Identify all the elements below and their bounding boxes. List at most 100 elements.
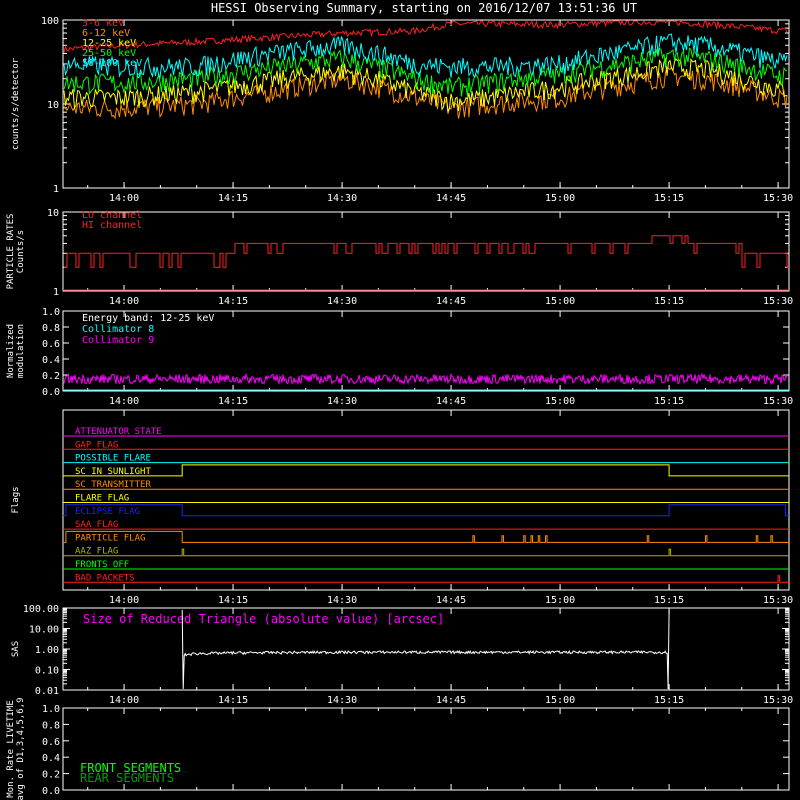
y-tick-label: 0.2 (42, 371, 60, 382)
flag-row: GAP FLAG (63, 440, 789, 450)
x-tick-label: 14:30 (327, 296, 357, 307)
flag-label: AAZ FLAG (75, 547, 118, 557)
panel-livetime: 0.0 0.2 0.4 0.6 0.8 1.0 Mon. Rate LIVETIME avg … (6, 698, 790, 800)
flag-label: BAD PACKETS (75, 573, 135, 583)
y-axis-label: avg of D1,3,4,5,6,9 (16, 698, 26, 800)
plot-frame (62, 409, 790, 591)
flag-row: SAA FLAG (63, 520, 789, 530)
x-tick-label: 14:00 (109, 595, 139, 606)
x-tick-label: 15:15 (654, 296, 684, 307)
flag-row: FLARE FLAG (63, 494, 789, 504)
flag-label: GAP FLAG (75, 440, 118, 450)
x-tick-label: 14:00 (109, 396, 139, 407)
y-tick-label: 1 (53, 184, 59, 195)
x-tick-label: 14:45 (436, 296, 466, 307)
x-tick-label: 14:15 (218, 595, 248, 606)
y-axis-label: Flags (11, 486, 21, 513)
flag-label: FRONTS OFF (75, 560, 129, 570)
y-axis-label: Counts/s (16, 230, 26, 273)
x-tick-label: 14:30 (327, 595, 357, 606)
x-tick-label: 14:15 (218, 396, 248, 407)
y-tick-label: 10.00 (29, 625, 59, 636)
series-line-lo-channel (64, 235, 790, 268)
x-tick-label: 14:30 (327, 193, 357, 204)
flag-label: POSSIBLE FLARE (75, 454, 151, 464)
x-tick-label: 14:45 (436, 396, 466, 407)
x-tick-label: 14:15 (218, 695, 248, 706)
annotation: Size of Reduced Triangle (absolute value… (83, 612, 444, 626)
x-tick-label: 15:15 (654, 695, 684, 706)
flag-label: SC TRANSMITTER (75, 480, 151, 490)
x-tick-label: 14:00 (109, 193, 139, 204)
y-tick-label: 0.8 (42, 323, 60, 334)
x-tick-label: 15:15 (654, 193, 684, 204)
flag-trace (63, 530, 789, 543)
x-tick-label: 15:30 (763, 193, 793, 204)
x-tick-label: 15:00 (545, 396, 575, 407)
y-tick-label: 1.0 (42, 704, 60, 715)
legend-entry: 50-100 keV (82, 58, 142, 69)
y-tick-label: 1 (53, 287, 59, 298)
x-tick-label: 15:30 (763, 396, 793, 407)
series-line-25-50-keV (63, 47, 788, 97)
plot-frame (62, 310, 790, 392)
flag-row: SC IN SUNLIGHT (63, 464, 789, 477)
y-tick-label: 0.4 (42, 355, 60, 366)
flag-row: ATTENUATOR STATE (63, 427, 789, 437)
y-tick-label: 1.00 (35, 645, 59, 656)
flag-row: PARTICLE FLAG (63, 530, 789, 543)
series-line-collimator-9 (63, 372, 788, 386)
legend-entry: FRONT SEGMENTS (80, 761, 181, 775)
legend-entry: 12-25 keV (82, 38, 136, 49)
flag-trace (63, 464, 789, 477)
legend-entry: 6-12 keV (82, 28, 130, 39)
x-tick-label: 15:00 (545, 296, 575, 307)
y-axis-label: counts/s/detector (11, 57, 21, 150)
flag-label: PARTICLE FLAG (75, 533, 145, 543)
panel-count-rates: 14:00 14:15 14:30 14:45 15:00 15:15 15:30 count… (11, 16, 793, 204)
series-line-sas (181, 609, 670, 690)
x-tick-label: 14:30 (327, 396, 357, 407)
x-tick-label: 15:30 (763, 296, 793, 307)
x-tick-label: 14:45 (436, 695, 466, 706)
legend-entry: 25-50 keV (82, 48, 136, 59)
flag-row: BAD PACKETS (63, 573, 789, 583)
series-line-12-25-keV (63, 57, 788, 113)
y-axis-label: modulation (16, 324, 26, 378)
y-tick-label: 0.01 (35, 686, 59, 697)
x-tick-label: 15:00 (545, 695, 575, 706)
panel-modulation: 14:00 14:15 14:30 14:45 15:00 15:15 15:30 Norma… (6, 307, 793, 407)
y-tick-label: 0.2 (42, 770, 60, 781)
x-tick-label: 14:45 (436, 595, 466, 606)
x-tick-label: 15:15 (654, 595, 684, 606)
flag-row: AAZ FLAG (63, 547, 789, 557)
x-tick-label: 15:30 (763, 595, 793, 606)
y-tick-label: 100.00 (23, 604, 59, 615)
flag-row: POSSIBLE FLARE (63, 454, 789, 464)
y-axis-label: Normalized (6, 324, 16, 378)
x-tick-label: 14:45 (436, 193, 466, 204)
flag-label: FLARE FLAG (75, 494, 129, 504)
flag-label: SAA FLAG (75, 520, 118, 530)
y-axis-label: PARTICLE RATES (6, 214, 16, 290)
flag-trace (63, 575, 789, 583)
x-tick-label: 15:15 (654, 396, 684, 407)
x-tick-label: 14:15 (218, 296, 248, 307)
x-tick-label: 14:15 (218, 193, 248, 204)
flag-row: FRONTS OFF (63, 560, 789, 570)
x-tick-label: 15:30 (763, 695, 793, 706)
y-tick-label: 0.4 (42, 753, 60, 764)
y-tick-label: 0.8 (42, 720, 60, 731)
series-line-3-6-keV (63, 19, 788, 53)
y-axis-label: Mon. Rate LIVETIME (6, 700, 16, 798)
y-tick-label: 100 (41, 16, 59, 27)
y-tick-label: 0.6 (42, 737, 60, 748)
panel-sas: 14:00 14:15 14:30 14:45 15:00 15:15 15:30 SAS 0.… (11, 604, 793, 706)
y-tick-label: 0.0 (42, 786, 60, 797)
x-tick-label: 14:00 (109, 695, 139, 706)
panel-flags: 14:00 14:15 14:30 14:45 15:00 15:15 15:30 Flags… (11, 409, 793, 606)
flag-label: SC IN SUNLIGHT (75, 467, 151, 477)
legend-entry: REAR SEGMENTS (80, 771, 174, 785)
panels: 14:00 14:15 14:30 14:45 15:00 15:15 15:30 count… (6, 16, 793, 800)
